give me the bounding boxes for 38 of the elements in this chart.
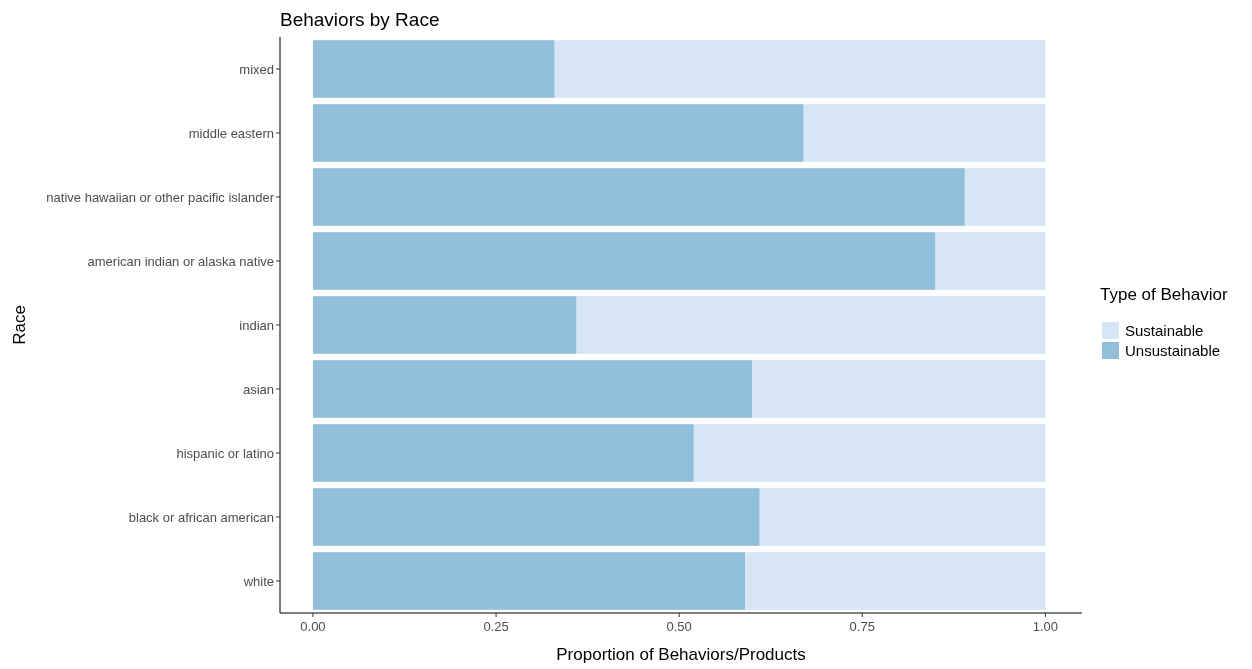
y-tick-label: american indian or alaska native: [87, 253, 274, 269]
y-tick-label: black or african american: [128, 509, 274, 525]
bar: [576, 296, 1046, 354]
bar: [745, 552, 1046, 610]
bar: [693, 424, 1046, 482]
x-tick-label: 0.00: [300, 619, 326, 634]
y-tick-label: white: [242, 573, 274, 589]
x-tick-label: 0.50: [666, 619, 692, 634]
y-tick-label: middle eastern: [188, 125, 274, 141]
bar: [312, 40, 555, 98]
y-tick-label: native hawaiian or other pacific islander: [46, 189, 275, 205]
legend-label: Unsustainable: [1125, 342, 1221, 360]
chart-title: Behaviors by Race: [280, 9, 440, 30]
y-tick-label: asian: [242, 381, 274, 397]
legend-label: Sustainable: [1125, 322, 1204, 340]
bar: [312, 488, 760, 546]
x-tick-label: 1.00: [1032, 619, 1059, 634]
x-tick-label: 0.25: [483, 619, 509, 634]
bar: [312, 424, 694, 482]
bar: [752, 360, 1046, 418]
bar: [759, 488, 1046, 546]
bar: [312, 232, 936, 290]
legend-title: Type of Behavior: [1100, 285, 1228, 304]
y-axis-title: Race: [10, 305, 29, 345]
bar: [935, 232, 1046, 290]
bar: [312, 552, 746, 610]
x-axis-title: Proportion of Behaviors/Products: [556, 645, 806, 664]
bar: [554, 40, 1046, 98]
bar: [312, 296, 577, 354]
bar: [312, 360, 753, 418]
x-tick-label: 0.75: [849, 619, 875, 634]
y-tick-label: indian: [239, 317, 274, 333]
bar: [964, 168, 1046, 226]
bar: [312, 168, 965, 226]
bar: [312, 104, 804, 162]
y-tick-label: hispanic or latino: [176, 445, 274, 461]
y-tick-label: mixed: [239, 61, 274, 77]
bar: [803, 104, 1046, 162]
